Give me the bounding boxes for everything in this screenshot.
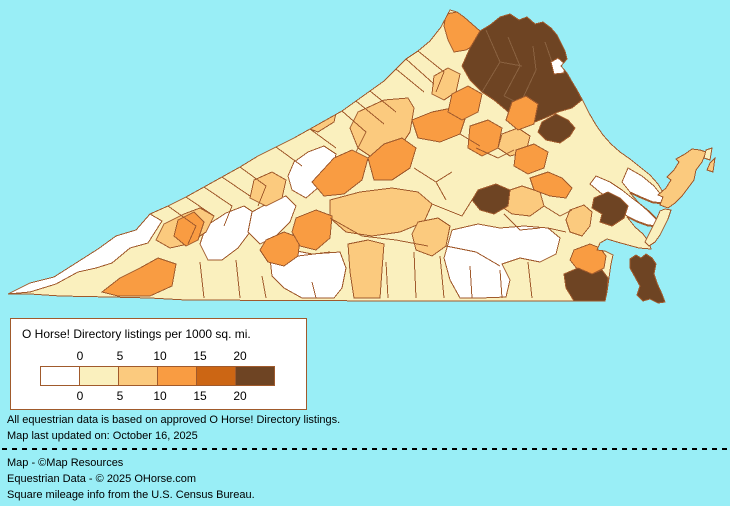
legend-ticks-top: 0 5 10 15 20 [11,349,306,363]
county-region-eastern-shore-south [644,208,672,247]
barrier-island [706,156,716,173]
county-region [565,204,593,237]
legend-box: O Horse! Directory listings per 1000 sq.… [10,318,307,410]
county-region [467,119,503,157]
county-region [411,107,467,143]
county-region [471,183,511,215]
county-region [447,85,483,121]
legend-tick: 5 [116,349,124,363]
county-region [291,209,333,251]
legend-swatch [79,366,119,386]
legend-tick: 0 [76,389,84,403]
county-region [259,231,301,267]
legend-swatch [157,366,197,386]
orange-counties [100,11,607,297]
legend-swatch [235,366,275,386]
legend-tick: 5 [116,389,124,403]
county-region [621,167,667,204]
county-region [563,267,609,301]
legend-tick: 0 [76,349,84,363]
county-region [173,211,205,247]
county-region [513,143,549,175]
census-credit: Square mileage info from the U.S. Census… [7,489,255,501]
county-region [100,257,177,297]
legend-tick: 10 [153,349,167,363]
legend-swatch [196,366,236,386]
county-region [569,243,607,275]
legend-tick: 20 [233,389,247,403]
data-disclaimer-note: All equestrian data is based on approved… [7,414,341,426]
county-region [591,191,629,227]
county-region [411,217,451,257]
legend-tick: 15 [193,349,207,363]
legend-swatch [40,366,80,386]
legend-tick: 10 [153,389,167,403]
county-fills [8,11,667,301]
legend-ticks-bottom: 0 5 10 15 20 [11,389,306,403]
legend-title: O Horse! Directory listings per 1000 sq.… [22,327,251,341]
map-credit: Map - ©Map Resources [7,457,124,469]
county-borders [167,50,573,299]
data-credit: Equestrian Data - © 2025 OHorse.com [7,473,197,485]
detached-regions [629,147,716,304]
barrier-island [703,147,713,161]
legend-swatch [118,366,158,386]
county-region-virginia-beach [629,253,666,304]
brown-counties [461,13,629,301]
legend-tick: 20 [233,349,247,363]
county-region-eastern-shore-north [657,148,707,209]
legend-ramp [40,366,275,386]
county-region [537,113,576,144]
county-region [347,239,385,299]
legend-tick: 15 [193,389,207,403]
county-region [529,171,573,199]
county-region [367,137,417,181]
county-region [311,149,369,197]
dashed-separator [2,448,728,450]
last-updated-note: Map last updated on: October 16, 2025 [7,430,198,442]
county-region [199,205,257,261]
county-region [505,95,539,131]
